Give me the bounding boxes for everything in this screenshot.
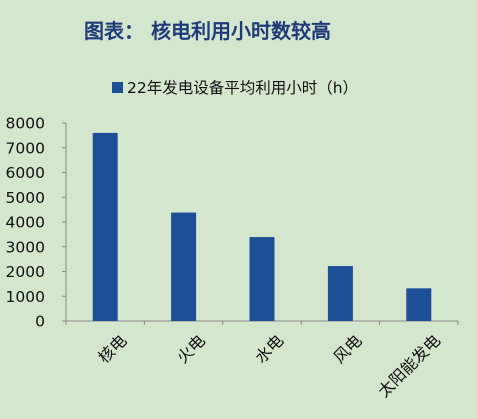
- legend-swatch: [112, 82, 123, 93]
- bar: [249, 237, 275, 321]
- legend-label: 22年发电设备平均利用小时（h）: [127, 79, 358, 97]
- y-tick-label: 1000: [6, 288, 45, 306]
- y-tick-label: 5000: [6, 189, 45, 207]
- y-tick-label: 4000: [6, 214, 45, 232]
- chart-title: 图表： 核电利用小时数较高: [84, 19, 331, 43]
- x-tick-label: 火电: [173, 331, 209, 367]
- axes: [62, 122, 459, 325]
- x-tick-label: 风电: [330, 331, 366, 367]
- bar: [92, 132, 118, 321]
- x-tick-label: 水电: [251, 331, 287, 367]
- y-tick-labels: 0 1000 2000 3000 4000 5000 6000 7000 8000: [6, 115, 45, 331]
- bar: [406, 288, 432, 321]
- y-tick-label: 3000: [6, 238, 45, 256]
- y-tick-label: 6000: [6, 164, 45, 182]
- y-tick-label: 0: [35, 313, 45, 331]
- bars: [92, 132, 432, 321]
- x-tick-label: 太阳能发电: [374, 331, 444, 401]
- y-tick-label: 8000: [6, 115, 45, 133]
- y-tick-label: 2000: [6, 263, 45, 281]
- y-tick-label: 7000: [6, 139, 45, 157]
- bar: [327, 266, 353, 321]
- bar: [171, 212, 197, 321]
- x-tick-label: 核电: [94, 331, 130, 367]
- x-tick-labels: 核电 火电 水电 风电 太阳能发电: [94, 331, 444, 401]
- legend: 22年发电设备平均利用小时（h）: [112, 79, 358, 97]
